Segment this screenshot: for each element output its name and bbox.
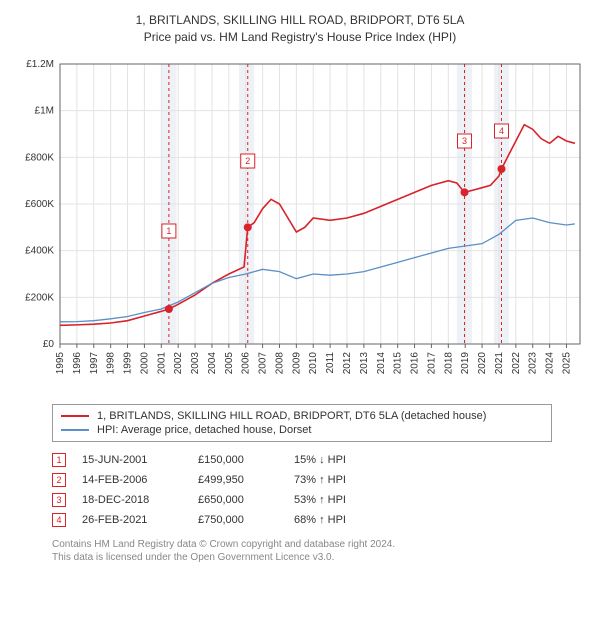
event-marker: 4 xyxy=(52,513,66,527)
event-date: 26-FEB-2021 xyxy=(82,514,182,526)
svg-text:2017: 2017 xyxy=(426,351,437,374)
svg-text:2009: 2009 xyxy=(291,351,302,374)
svg-text:2015: 2015 xyxy=(393,351,404,374)
price-chart: £0 £200K £400K £600K £800K £1M £1.2M 1995 1996 19… xyxy=(12,54,588,394)
svg-text:£0: £0 xyxy=(43,339,55,350)
legend: 1, BRITLANDS, SKILLING HILL ROAD, BRIDPO… xyxy=(52,404,552,442)
footnote-line-1: Contains HM Land Registry data © Crown c… xyxy=(52,538,588,551)
svg-text:2013: 2013 xyxy=(359,351,370,374)
legend-swatch xyxy=(61,429,89,431)
svg-text:£800K: £800K xyxy=(25,152,54,163)
title-line-1: 1, BRITLANDS, SKILLING HILL ROAD, BRIDPO… xyxy=(12,12,588,29)
legend-label: HPI: Average price, detached house, Dors… xyxy=(97,424,311,436)
svg-text:£1M: £1M xyxy=(35,105,54,116)
event-price: £750,000 xyxy=(198,514,278,526)
svg-text:2005: 2005 xyxy=(224,351,235,374)
event-date: 18-DEC-2018 xyxy=(82,494,182,506)
svg-text:2023: 2023 xyxy=(528,351,539,374)
event-pct: 15% ↓ HPI xyxy=(294,454,394,466)
event-price: £499,950 xyxy=(198,474,278,486)
svg-text:2020: 2020 xyxy=(477,351,488,374)
svg-text:1997: 1997 xyxy=(89,351,100,374)
svg-text:£1.2M: £1.2M xyxy=(26,59,54,70)
svg-text:2019: 2019 xyxy=(460,351,471,374)
legend-swatch xyxy=(61,415,89,417)
svg-text:2001: 2001 xyxy=(156,351,167,374)
svg-text:£600K: £600K xyxy=(25,199,54,210)
event-pct: 68% ↑ HPI xyxy=(294,514,394,526)
svg-text:1996: 1996 xyxy=(72,351,83,374)
event-price: £650,000 xyxy=(198,494,278,506)
event-row: 4 26-FEB-2021 £750,000 68% ↑ HPI xyxy=(52,510,588,530)
event-row: 2 14-FEB-2006 £499,950 73% ↑ HPI xyxy=(52,470,588,490)
svg-text:1998: 1998 xyxy=(106,351,117,374)
svg-text:2024: 2024 xyxy=(545,351,556,374)
legend-label: 1, BRITLANDS, SKILLING HILL ROAD, BRIDPO… xyxy=(97,410,486,422)
svg-text:2000: 2000 xyxy=(139,351,150,374)
title-line-2: Price paid vs. HM Land Registry's House … xyxy=(12,29,588,46)
svg-text:2014: 2014 xyxy=(376,351,387,374)
legend-item: 1, BRITLANDS, SKILLING HILL ROAD, BRIDPO… xyxy=(61,409,543,423)
svg-text:4: 4 xyxy=(499,126,504,136)
svg-text:2016: 2016 xyxy=(410,351,421,374)
svg-text:2002: 2002 xyxy=(173,351,184,374)
event-marker: 2 xyxy=(52,473,66,487)
event-row: 3 18-DEC-2018 £650,000 53% ↑ HPI xyxy=(52,490,588,510)
svg-text:2006: 2006 xyxy=(241,351,252,374)
footnote-line-2: This data is licensed under the Open Gov… xyxy=(52,551,588,564)
svg-text:1995: 1995 xyxy=(55,351,66,374)
svg-text:2010: 2010 xyxy=(308,351,319,374)
svg-text:2012: 2012 xyxy=(342,351,353,374)
svg-text:£200K: £200K xyxy=(25,292,54,303)
svg-text:2021: 2021 xyxy=(494,351,505,374)
svg-text:2025: 2025 xyxy=(561,351,572,374)
svg-text:2007: 2007 xyxy=(258,351,269,374)
svg-text:£400K: £400K xyxy=(25,245,54,256)
svg-text:3: 3 xyxy=(462,136,467,146)
chart-container: £0 £200K £400K £600K £800K £1M £1.2M 1995 1996 19… xyxy=(12,54,588,394)
svg-text:1: 1 xyxy=(166,226,171,236)
svg-text:2: 2 xyxy=(245,156,250,166)
svg-text:2018: 2018 xyxy=(443,351,454,374)
event-date: 15-JUN-2001 xyxy=(82,454,182,466)
footnote: Contains HM Land Registry data © Crown c… xyxy=(52,538,588,564)
event-price: £150,000 xyxy=(198,454,278,466)
svg-text:2003: 2003 xyxy=(190,351,201,374)
svg-text:2011: 2011 xyxy=(325,351,336,373)
event-pct: 73% ↑ HPI xyxy=(294,474,394,486)
svg-text:2022: 2022 xyxy=(511,351,522,374)
svg-text:2004: 2004 xyxy=(207,351,218,374)
event-marker: 1 xyxy=(52,453,66,467)
event-marker: 3 xyxy=(52,493,66,507)
events-table: 1 15-JUN-2001 £150,000 15% ↓ HPI 2 14-FEB-200… xyxy=(52,450,588,530)
chart-title-block: 1, BRITLANDS, SKILLING HILL ROAD, BRIDPO… xyxy=(12,12,588,46)
svg-text:2008: 2008 xyxy=(274,351,285,374)
svg-text:1999: 1999 xyxy=(123,351,134,374)
event-pct: 53% ↑ HPI xyxy=(294,494,394,506)
event-date: 14-FEB-2006 xyxy=(82,474,182,486)
legend-item: HPI: Average price, detached house, Dors… xyxy=(61,423,543,437)
event-row: 1 15-JUN-2001 £150,000 15% ↓ HPI xyxy=(52,450,588,470)
